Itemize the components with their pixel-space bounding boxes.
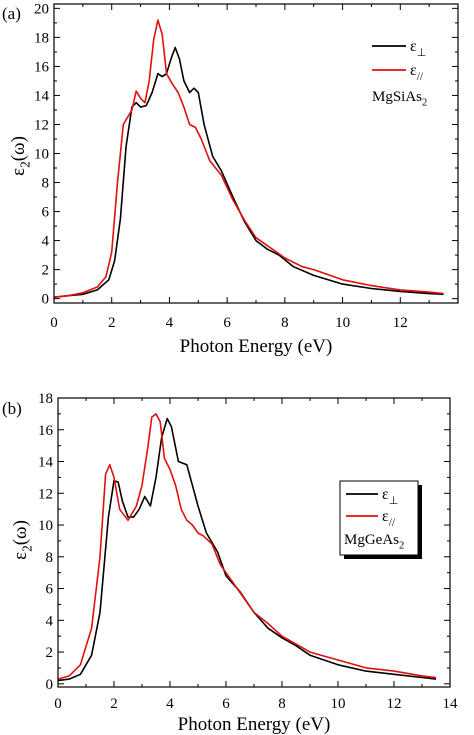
x-tick-label: 10 — [335, 315, 350, 331]
panel-label: (b) — [2, 399, 22, 418]
x-tick-label: 14 — [443, 696, 459, 712]
y-tick-label: 4 — [42, 234, 50, 250]
x-tick-label: 4 — [166, 315, 174, 331]
y-tick-label: 8 — [46, 550, 54, 566]
series-line-perp — [57, 417, 437, 682]
x-tick-label: 6 — [223, 315, 231, 331]
legend-label-perp: ε⊥ — [382, 486, 398, 507]
y-tick-label: 0 — [46, 677, 54, 693]
y-tick-label: 4 — [46, 613, 54, 629]
y-tick-label: 2 — [42, 263, 50, 279]
x-tick-label: 8 — [278, 696, 286, 712]
y-tick-label: 16 — [38, 423, 54, 439]
y-axis-title: ε2(ω) — [10, 520, 35, 560]
material-label: MgGeAs2 — [344, 532, 404, 552]
y-tick-label: 0 — [42, 292, 50, 308]
y-tick-label: 16 — [34, 59, 50, 75]
y-axis-title: ε2(ω) — [8, 136, 33, 176]
legend-label-par: ε// — [382, 508, 396, 529]
x-axis-title: Photon Energy (eV) — [178, 714, 331, 735]
x-tick-label: 2 — [108, 315, 116, 331]
x-tick-label: 12 — [387, 696, 402, 712]
y-tick-label: 6 — [42, 205, 50, 221]
legend: ε⊥ε// MgGeAs2 — [339, 480, 422, 559]
y-tick-label: 18 — [38, 391, 53, 407]
y-tick-label: 8 — [42, 176, 50, 192]
x-tick-label: 2 — [110, 696, 118, 712]
series-line-par — [53, 19, 444, 298]
material-label: MgSiAs2 — [372, 89, 427, 109]
x-tick-label: 0 — [50, 315, 58, 331]
series-line-par — [57, 413, 437, 680]
x-tick-label: 0 — [54, 696, 62, 712]
panel-label: (a) — [2, 4, 21, 23]
legend-label-perp: ε⊥ — [410, 38, 426, 59]
y-tick-label: 12 — [34, 117, 49, 133]
y-tick-label: 2 — [46, 645, 54, 661]
y-tick-label: 14 — [34, 88, 50, 104]
x-tick-label: 4 — [166, 696, 174, 712]
legend: ε⊥ ε// MgSiAs2 — [372, 38, 427, 109]
x-tick-label: 6 — [222, 696, 230, 712]
panel-b: 0 2 4 6 8 10 12 14 0 2 4 6 8 10 12 14 16 18 Photon Energy … — [2, 391, 458, 735]
x-tick-label: 12 — [393, 315, 408, 331]
x-axis-title: Photon Energy (eV) — [180, 336, 333, 357]
y-tick-label: 6 — [46, 582, 54, 598]
x-tick-label: 10 — [331, 696, 346, 712]
series-line-perp — [53, 46, 444, 298]
panel-a: 0 2 4 6 8 10 12 0 2 4 6 8 10 12 14 16 18 20 Photon Energy … — [2, 1, 459, 357]
x-tick-label: 8 — [281, 315, 289, 331]
y-tick-label: 12 — [38, 486, 53, 502]
y-tick-label: 10 — [34, 147, 49, 163]
y-tick-label: 14 — [38, 455, 54, 471]
y-tick-label: 20 — [34, 1, 49, 17]
legend-label-par: ε// — [410, 62, 424, 83]
y-tick-label: 18 — [34, 30, 49, 46]
y-tick-label: 10 — [38, 518, 53, 534]
